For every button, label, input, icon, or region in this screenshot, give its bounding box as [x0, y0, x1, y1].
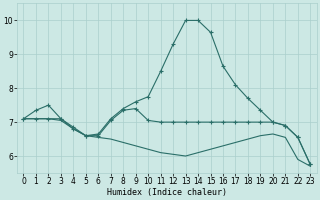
- X-axis label: Humidex (Indice chaleur): Humidex (Indice chaleur): [107, 188, 227, 197]
